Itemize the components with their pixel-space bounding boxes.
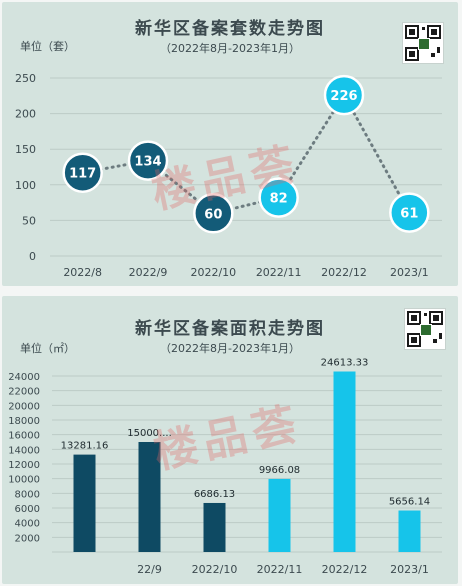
- y-tick-label: 14000: [8, 445, 40, 456]
- qr-code-icon: [402, 22, 444, 64]
- data-label: 82: [270, 192, 288, 207]
- data-label: 60: [204, 207, 222, 222]
- data-point: [62, 152, 103, 193]
- data-label: 9966.08: [259, 465, 300, 476]
- data-point: [389, 192, 430, 233]
- y-tick-label: 22000: [8, 387, 40, 398]
- y-tick-label: 0: [29, 250, 36, 263]
- x-tick-label: 2023/1: [390, 563, 429, 576]
- x-tick-label: 2022/10: [190, 266, 236, 279]
- chart2-title: 新华区备案面积走势图: [135, 319, 325, 339]
- bar: [398, 510, 421, 552]
- chart1-unit-label: 单位（套）: [20, 40, 75, 53]
- y-tick-label: 250: [15, 72, 36, 85]
- bar: [268, 478, 291, 552]
- data-label: 134: [134, 155, 161, 170]
- qr-code-icon: [404, 308, 446, 350]
- volume-chart-panel: 新华区备案套数走势图 （2022年8月-2023年1月） 单位（套） 0 50 10…: [2, 2, 458, 286]
- data-point: [193, 193, 234, 234]
- data-point: [127, 140, 169, 181]
- chart2-unit-label: 单位（㎡）: [20, 342, 75, 355]
- y-tick-label: 2000: [15, 533, 40, 544]
- bar: [333, 371, 356, 552]
- data-label: 117: [69, 167, 96, 182]
- y-tick-label: 200: [15, 108, 36, 121]
- y-tick-label: 24000: [8, 372, 40, 383]
- data-label: 226: [330, 89, 357, 104]
- chart1-subtitle: （2022年8月-2023年1月）: [160, 42, 300, 55]
- chart1-plot: 0 50 100 150 200 250 117 2022/8 134 2022/9 60 2022/…: [15, 72, 442, 279]
- data-label: 6686.13: [194, 489, 235, 500]
- y-tick-label: 18000: [8, 416, 40, 427]
- x-tick-label: 22/9: [137, 563, 162, 576]
- y-tick-label: 20000: [8, 401, 40, 412]
- y-tick-label: 100: [15, 179, 36, 192]
- y-tick-label: 6000: [15, 504, 40, 515]
- y-tick-label: 50: [22, 214, 36, 227]
- x-tick-label: 2022/8: [63, 266, 102, 279]
- data-point: [323, 74, 365, 116]
- bar: [138, 442, 161, 552]
- x-tick-label: 2023/1: [390, 266, 429, 279]
- data-label: 13281.16: [61, 441, 109, 452]
- chart1-title: 新华区备案套数走势图: [135, 19, 325, 39]
- data-label: 15000....: [127, 428, 172, 439]
- y-tick-label: 4000: [15, 519, 40, 530]
- y-tick-label: 150: [15, 143, 36, 156]
- data-label: 5656.14: [389, 497, 430, 508]
- x-tick-label: 2022/9: [129, 266, 168, 279]
- y-tick-label: 10000: [8, 475, 40, 486]
- x-tick-label: 2022/11: [256, 266, 302, 279]
- y-tick-label: 8000: [15, 489, 40, 500]
- data-label: 24613.33: [321, 358, 369, 369]
- y-tick-label: 16000: [8, 431, 40, 442]
- bar: [203, 502, 226, 552]
- chart2-plot: 2000 4000 6000 8000 10000 12000 14000 16000 1800…: [8, 358, 442, 576]
- data-point: [258, 177, 299, 218]
- area-chart-panel: 新华区备案面积走势图 （2022年8月-2023年1月） 单位（㎡） 2000 4…: [2, 296, 458, 584]
- x-tick-label: 2022/12: [321, 266, 367, 279]
- x-tick-label: 2022/10: [192, 563, 238, 576]
- x-tick-label: 2022/11: [257, 563, 303, 576]
- data-label: 61: [400, 207, 418, 222]
- chart2-subtitle: （2022年8月-2023年1月）: [160, 342, 300, 355]
- y-tick-label: 12000: [8, 460, 40, 471]
- x-tick-label: 2022/12: [322, 563, 368, 576]
- bar: [73, 454, 96, 552]
